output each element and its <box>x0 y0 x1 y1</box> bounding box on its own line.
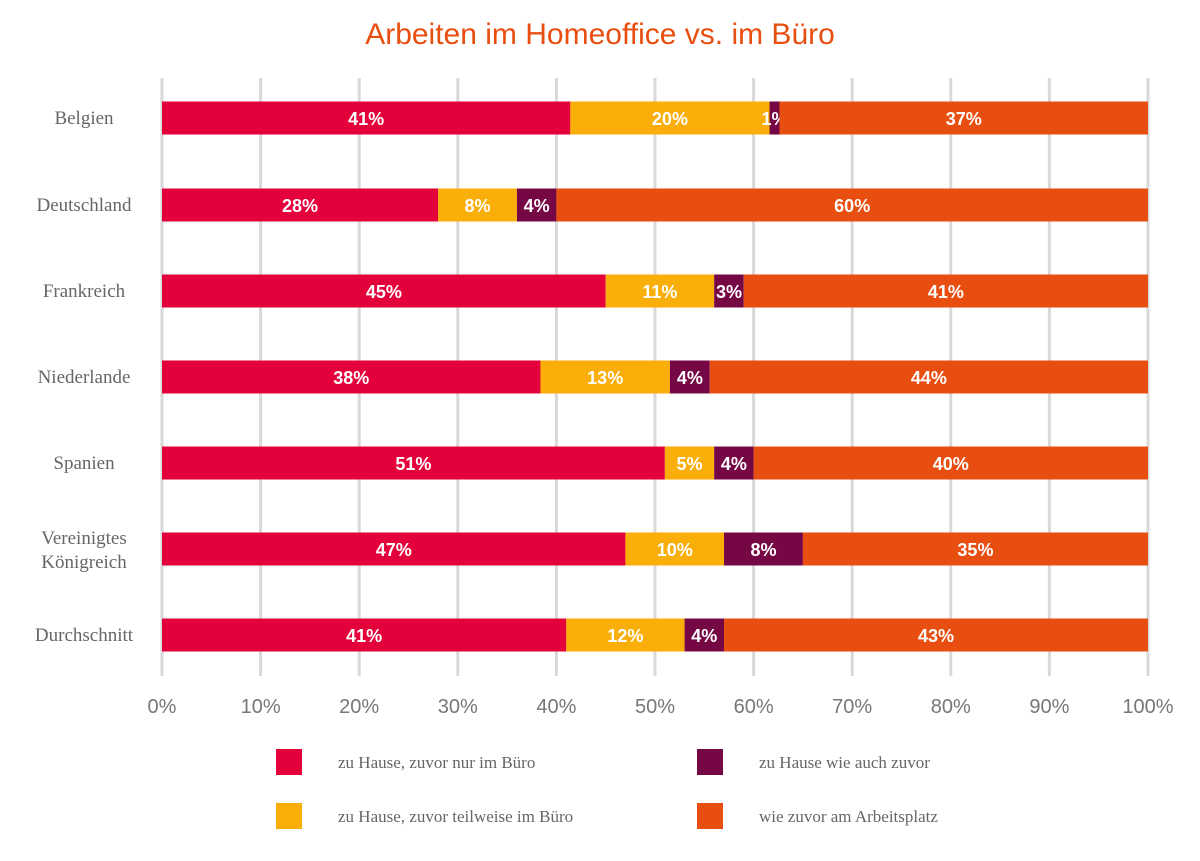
bar-segment <box>162 618 567 652</box>
data-label: 38% <box>333 368 369 388</box>
data-label: 8% <box>465 196 491 216</box>
legend-label: zu Hause wie auch zuvor <box>759 753 930 772</box>
bar-segment <box>438 188 517 222</box>
x-tick-label: 30% <box>438 696 478 718</box>
data-label: 41% <box>928 282 964 302</box>
bar-segment <box>743 274 1148 308</box>
data-label: 40% <box>933 454 969 474</box>
category-label: Belgien <box>54 108 114 129</box>
bar-segment <box>566 618 685 652</box>
x-tick-label: 60% <box>734 696 774 718</box>
bar-segment <box>669 360 710 394</box>
bar-segment <box>162 360 541 394</box>
data-label: 47% <box>376 540 412 560</box>
bar-segment <box>625 532 725 566</box>
x-tick-label: 0% <box>148 696 177 718</box>
data-label: 41% <box>348 109 384 129</box>
category-label: Vereinigtes <box>41 528 126 549</box>
legend-label: zu Hause, zuvor teilweise im Büro <box>338 807 573 826</box>
legend-swatch <box>276 749 302 775</box>
data-label: 5% <box>677 454 703 474</box>
bar-segment <box>724 618 1148 652</box>
data-label: 35% <box>957 540 993 560</box>
bar-segment <box>570 101 770 135</box>
bar-segment <box>516 188 557 222</box>
bar-segment <box>540 360 670 394</box>
data-label: 60% <box>834 196 870 216</box>
data-label: 8% <box>750 540 776 560</box>
bar-segment <box>714 446 754 480</box>
data-label: 44% <box>911 368 947 388</box>
bar-segment <box>162 532 626 566</box>
bar-segment <box>684 618 725 652</box>
category-label: Deutschland <box>37 195 132 216</box>
data-label: 10% <box>657 540 693 560</box>
data-label: 4% <box>677 368 703 388</box>
data-label: 12% <box>607 626 643 646</box>
x-tick-label: 10% <box>241 696 281 718</box>
category-label: Durchschnitt <box>35 625 134 646</box>
data-label: 3% <box>716 282 742 302</box>
bar-segment <box>162 101 571 135</box>
x-tick-label: 70% <box>832 696 872 718</box>
data-label: 4% <box>524 196 550 216</box>
bar-segment <box>753 446 1148 480</box>
category-label: Spanien <box>53 453 115 474</box>
x-tick-label: 100% <box>1122 696 1173 718</box>
bar-segment <box>724 532 803 566</box>
data-label: 45% <box>366 282 402 302</box>
bar-segment <box>709 360 1148 394</box>
bar-segment <box>769 101 780 135</box>
legend-label: zu Hause, zuvor nur im Büro <box>338 753 535 772</box>
x-tick-label: 80% <box>931 696 971 718</box>
legend-swatch <box>697 803 723 829</box>
data-label: 37% <box>946 109 982 129</box>
bar-segment <box>162 446 665 480</box>
category-label: Niederlande <box>38 367 131 388</box>
x-tick-label: 20% <box>339 696 379 718</box>
category-label: Frankreich <box>43 281 126 302</box>
bar-segment <box>664 446 715 480</box>
data-label: 13% <box>587 368 623 388</box>
legend-swatch <box>697 749 723 775</box>
legend-swatch <box>276 803 302 829</box>
data-label: 28% <box>282 196 318 216</box>
data-label: 41% <box>346 626 382 646</box>
chart-title: Arbeiten im Homeoffice vs. im Büro <box>365 18 835 51</box>
bar-segment <box>162 274 606 308</box>
data-label: 4% <box>721 454 747 474</box>
bar-segment <box>556 188 1148 222</box>
bar-segment <box>714 274 744 308</box>
legend-label: wie zuvor am Arbeitsplatz <box>759 807 938 826</box>
data-label: 51% <box>395 454 431 474</box>
x-tick-label: 40% <box>536 696 576 718</box>
bar-segment <box>605 274 715 308</box>
bar-segment <box>162 188 439 222</box>
bar-segment <box>779 101 1148 135</box>
category-label: Königreich <box>41 552 127 573</box>
x-tick-label: 50% <box>635 696 675 718</box>
data-label: 43% <box>918 626 954 646</box>
x-tick-label: 90% <box>1029 696 1069 718</box>
data-label: 4% <box>691 626 717 646</box>
bar-segment <box>802 532 1148 566</box>
data-label: 20% <box>652 109 688 129</box>
data-label: 11% <box>642 282 677 302</box>
